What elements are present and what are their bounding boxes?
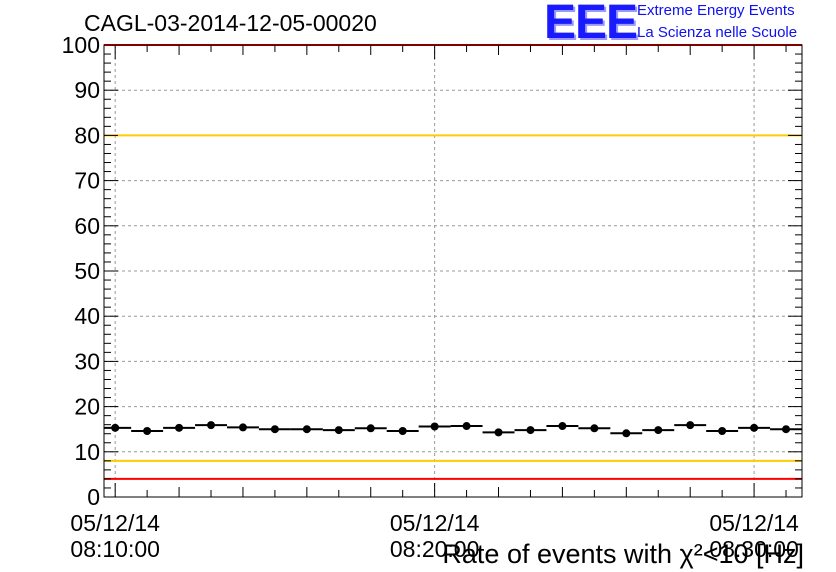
data-point	[718, 427, 727, 436]
x-tick-time: 08:30:00	[709, 536, 799, 562]
y-tick-label: 100	[62, 32, 100, 58]
reference-lines	[104, 44, 802, 480]
x-tick-date: 05/12/14	[390, 510, 480, 536]
data-point	[175, 423, 184, 432]
chart-title: CAGL-03-2014-12-05-00020	[84, 10, 377, 36]
y-tick-label: 30	[74, 348, 100, 374]
data-point	[270, 425, 279, 434]
axis-ticks	[104, 44, 802, 498]
data-point	[143, 427, 152, 436]
y-tick-label: 60	[74, 213, 100, 239]
y-tick-label: 80	[74, 122, 100, 148]
data-point	[782, 425, 791, 434]
data-point	[366, 424, 375, 433]
y-tick-label: 20	[74, 394, 100, 420]
logo-line-1: Extreme Energy Events	[637, 2, 795, 19]
y-tick-label: 50	[74, 258, 100, 284]
data-point	[430, 422, 439, 431]
data-point	[462, 422, 471, 431]
y-tick-label: 10	[74, 439, 100, 465]
data-point	[238, 423, 247, 432]
data-point	[622, 429, 631, 438]
x-tick-time: 08:20:00	[390, 536, 480, 562]
data-point	[750, 423, 759, 432]
data-point	[302, 425, 311, 434]
grid-lines	[104, 45, 802, 497]
data-point	[111, 423, 120, 432]
data-point	[558, 422, 567, 431]
x-axis-title: Rate of events with χ²<10 [Hz]	[442, 539, 804, 569]
y-tick-label: 70	[74, 168, 100, 194]
y-tick-label: 90	[74, 77, 100, 103]
data-point	[526, 426, 535, 435]
x-tick-time: 08:10:00	[70, 536, 160, 562]
x-tick-date: 05/12/14	[709, 510, 799, 536]
data-point	[207, 421, 216, 430]
data-point	[654, 426, 663, 435]
data-points	[104, 421, 802, 438]
x-tick-labels: 05/12/1408:10:0005/12/1408:20:0005/12/14…	[70, 510, 799, 562]
data-point	[494, 428, 503, 437]
data-point	[590, 424, 599, 433]
logo-line-2: La Scienza nelle Scuole	[637, 24, 798, 41]
data-point	[398, 427, 407, 436]
y-tick-label: 40	[74, 303, 100, 329]
data-point	[334, 426, 343, 435]
y-tick-labels: 0 10 20 30 40 50 60 70 80 90 100	[62, 32, 100, 510]
y-tick-label: 0	[87, 484, 100, 510]
eee-logo: EEE	[544, 0, 638, 49]
data-point	[686, 421, 695, 430]
x-tick-date: 05/12/14	[70, 510, 160, 536]
